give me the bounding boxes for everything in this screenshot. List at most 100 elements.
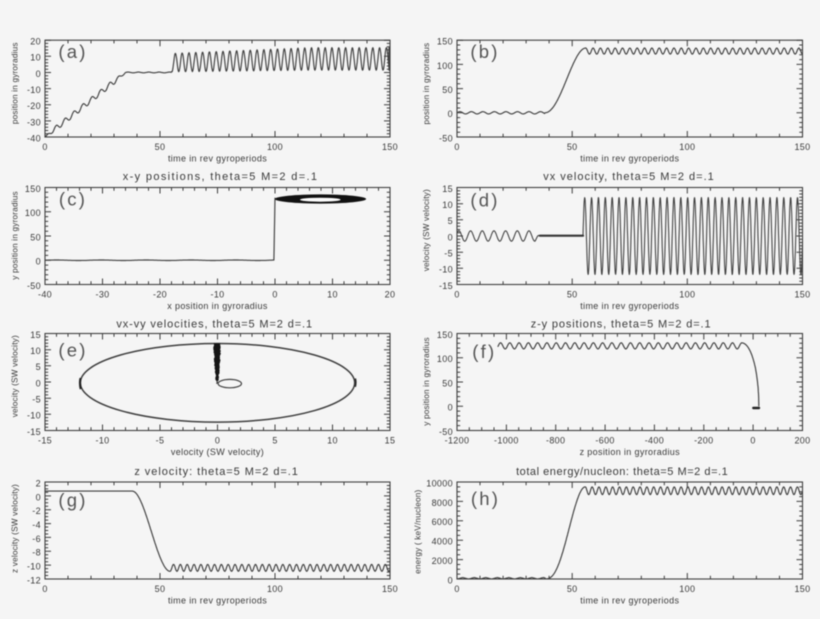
svg-text:50: 50 [30, 232, 41, 242]
svg-text:50: 50 [567, 584, 578, 594]
svg-text:velocity (SW velocity): velocity (SW velocity) [11, 335, 20, 417]
svg-text:10000: 10000 [426, 478, 453, 488]
svg-text:50: 50 [155, 584, 166, 594]
svg-text:-4: -4 [32, 520, 41, 530]
svg-text:-5: -5 [156, 436, 165, 446]
svg-text:100: 100 [679, 584, 695, 594]
svg-text:-200: -200 [694, 436, 713, 446]
svg-text:(g): (g) [58, 489, 87, 510]
svg-text:15: 15 [30, 330, 41, 340]
svg-text:10: 10 [327, 290, 338, 300]
svg-text:velocity (SW velocity): velocity (SW velocity) [422, 189, 431, 271]
svg-text:10: 10 [327, 436, 338, 446]
svg-text:50: 50 [442, 378, 453, 388]
svg-text:vx velocity, theta=5 M=2 d=.1: vx velocity, theta=5 M=2 d=.1 [543, 171, 715, 183]
svg-text:150: 150 [437, 37, 453, 47]
svg-text:10: 10 [30, 53, 41, 63]
svg-text:time in rev gyroperiods: time in rev gyroperiods [580, 301, 679, 311]
svg-text:z velocity (SW velocity): z velocity (SW velocity) [11, 484, 20, 573]
svg-text:15: 15 [442, 184, 453, 194]
svg-text:0: 0 [454, 142, 459, 152]
svg-text:(e): (e) [58, 339, 87, 360]
svg-text:-10: -10 [27, 411, 41, 421]
svg-text:-12: -12 [27, 575, 41, 585]
svg-text:(b): (b) [470, 41, 499, 62]
svg-text:0: 0 [750, 436, 755, 446]
svg-text:-10: -10 [439, 265, 453, 275]
svg-text:-600: -600 [595, 436, 614, 446]
svg-text:50: 50 [442, 85, 453, 95]
svg-text:-5: -5 [32, 395, 41, 405]
svg-text:0: 0 [36, 257, 41, 267]
svg-text:100: 100 [437, 354, 453, 364]
svg-text:x-y positions, theta=5 M=2 d=.: x-y positions, theta=5 M=2 d=.1 [123, 171, 319, 183]
svg-text:total energy/nucleon: theta=5: total energy/nucleon: theta=5 M=2 d=.1 [516, 466, 728, 478]
svg-text:-1000: -1000 [494, 436, 519, 446]
svg-text:0: 0 [42, 584, 47, 594]
svg-text:50: 50 [567, 142, 578, 152]
svg-text:-50: -50 [439, 427, 453, 437]
svg-text:-15: -15 [38, 436, 52, 446]
svg-text:0: 0 [454, 584, 459, 594]
svg-text:150: 150 [794, 290, 810, 300]
svg-text:0: 0 [215, 436, 220, 446]
svg-text:-400: -400 [645, 436, 664, 446]
svg-text:100: 100 [679, 290, 695, 300]
svg-text:150: 150 [794, 584, 810, 594]
svg-text:2000: 2000 [432, 556, 453, 566]
svg-text:position in gyroradius: position in gyroradius [11, 42, 20, 124]
svg-text:y position in gyroradius: y position in gyroradius [11, 191, 20, 280]
svg-text:position in gyroradius: position in gyroradius [422, 43, 431, 125]
svg-text:-30: -30 [95, 290, 109, 300]
svg-text:0: 0 [448, 403, 453, 413]
svg-text:time in rev gyroperiods: time in rev gyroperiods [168, 596, 267, 606]
svg-text:-50: -50 [439, 133, 453, 143]
svg-text:50: 50 [155, 142, 166, 152]
svg-text:50: 50 [567, 290, 578, 300]
svg-text:4000: 4000 [432, 537, 453, 547]
svg-text:200: 200 [794, 436, 810, 446]
svg-text:(f): (f) [472, 341, 496, 362]
svg-text:0: 0 [42, 142, 47, 152]
svg-text:x position in gyroradius: x position in gyroradius [167, 301, 268, 311]
svg-text:vx-vy velocities, theta=5 M=2: vx-vy velocities, theta=5 M=2 d=.1 [116, 319, 313, 331]
svg-text:5: 5 [448, 216, 453, 226]
svg-text:100: 100 [437, 61, 453, 71]
svg-text:-8: -8 [32, 548, 41, 558]
svg-text:-40: -40 [27, 133, 41, 143]
svg-text:100: 100 [267, 142, 283, 152]
svg-text:-10: -10 [27, 85, 41, 95]
svg-text:100: 100 [25, 208, 41, 218]
svg-text:time in rev gyroperiods: time in rev gyroperiods [168, 154, 267, 164]
svg-text:150: 150 [382, 584, 398, 594]
svg-text:100: 100 [679, 142, 695, 152]
svg-text:-1200: -1200 [445, 436, 470, 446]
svg-text:-5: -5 [444, 249, 453, 259]
svg-text:z velocity: theta=5 M=2 d=.1: z velocity: theta=5 M=2 d=.1 [134, 466, 299, 478]
svg-text:-30: -30 [27, 117, 41, 127]
svg-text:100: 100 [267, 584, 283, 594]
svg-text:150: 150 [437, 330, 453, 340]
svg-text:20: 20 [385, 290, 396, 300]
svg-text:-50: -50 [27, 281, 41, 291]
svg-text:velocity (SW velocity): velocity (SW velocity) [171, 447, 264, 457]
svg-text:y position in gyroradius: y position in gyroradius [422, 337, 431, 426]
svg-text:energy ( keV/nucleon): energy ( keV/nucleon) [414, 489, 423, 573]
svg-text:z-y positions, theta=5 M=2 d=.: z-y positions, theta=5 M=2 d=.1 [531, 319, 712, 331]
svg-text:5: 5 [272, 436, 277, 446]
svg-text:-10: -10 [27, 562, 41, 572]
svg-text:(c): (c) [59, 188, 87, 209]
svg-text:-15: -15 [27, 427, 41, 437]
svg-text:-10: -10 [210, 290, 224, 300]
svg-text:-6: -6 [32, 534, 41, 544]
svg-text:0: 0 [454, 290, 459, 300]
svg-text:6000: 6000 [432, 517, 453, 527]
svg-text:z position in gyroradius: z position in gyroradius [580, 447, 681, 457]
svg-text:0: 0 [448, 109, 453, 119]
svg-text:0: 0 [272, 290, 277, 300]
svg-text:-800: -800 [546, 436, 565, 446]
svg-text:-15: -15 [439, 281, 453, 291]
svg-text:time in rev gyroperiods: time in rev gyroperiods [580, 596, 679, 606]
svg-text:15: 15 [385, 436, 396, 446]
svg-text:10: 10 [442, 200, 453, 210]
